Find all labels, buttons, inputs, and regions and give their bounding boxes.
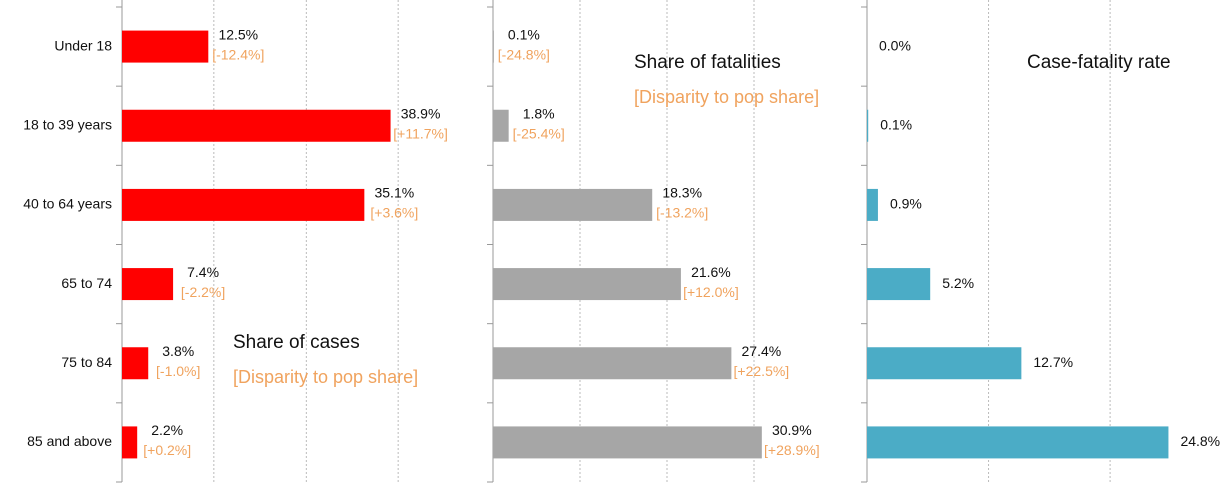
category-label: Under 18: [54, 37, 112, 53]
value-label: 12.7%: [1033, 354, 1073, 370]
disparity-label: [-2.2%]: [181, 284, 225, 300]
bar: [122, 109, 391, 142]
disparity-label: [+11.7%]: [393, 125, 448, 141]
panel-title: Share of cases: [233, 332, 360, 353]
category-label: 75 to 84: [61, 354, 112, 370]
value-label: 1.8%: [523, 105, 555, 121]
disparity-label: [-12.4%]: [212, 46, 264, 62]
disparity-label: [+3.6%]: [370, 205, 418, 221]
bar: [493, 109, 509, 142]
bar: [493, 268, 681, 301]
value-label: 7.4%: [187, 264, 219, 280]
bar: [122, 268, 174, 301]
panel-subtitle: [Disparity to pop share]: [233, 367, 418, 387]
bar: [493, 347, 732, 380]
value-label: 18.3%: [662, 185, 702, 201]
value-label: 38.9%: [401, 105, 441, 121]
value-label: 12.5%: [218, 26, 258, 42]
bar: [122, 30, 209, 63]
value-label: 0.1%: [880, 116, 912, 132]
value-label: 27.4%: [742, 343, 782, 359]
category-label: 18 to 39 years: [23, 116, 112, 132]
category-label: 85 and above: [27, 433, 112, 449]
bar: [493, 188, 653, 221]
value-label: 35.1%: [374, 185, 414, 201]
value-label: 21.6%: [691, 264, 731, 280]
bar: [493, 30, 494, 63]
panel-title: Share of fatalities: [634, 52, 781, 73]
bar: [867, 347, 1022, 380]
bar: [122, 188, 365, 221]
category-label: 40 to 64 years: [23, 196, 112, 212]
disparity-label: [-24.8%]: [498, 46, 550, 62]
disparity-label: [+0.2%]: [143, 442, 191, 458]
value-label: 0.0%: [879, 37, 911, 53]
value-label: 30.9%: [772, 422, 812, 438]
panel-subtitle: [Disparity to pop share]: [634, 87, 819, 107]
bar: [122, 347, 149, 380]
bar: [122, 426, 138, 459]
bar: [493, 426, 762, 459]
category-label: 65 to 74: [61, 275, 112, 291]
value-label: 5.2%: [942, 275, 974, 291]
bar: [867, 426, 1169, 459]
disparity-label: [-25.4%]: [513, 125, 565, 141]
bar: [867, 268, 931, 301]
value-label: 0.1%: [508, 26, 540, 42]
disparity-label: [+12.0%]: [683, 284, 739, 300]
disparity-label: [+22.5%]: [734, 363, 790, 379]
value-label: 0.9%: [890, 196, 922, 212]
disparity-label: [-1.0%]: [156, 363, 200, 379]
bar: [867, 109, 869, 142]
panel-title: Case-fatality rate: [1027, 52, 1171, 73]
disparity-label: [-13.2%]: [656, 205, 708, 221]
bar: [867, 188, 878, 221]
value-label: 2.2%: [151, 422, 183, 438]
disparity-label: [+28.9%]: [764, 442, 820, 458]
value-label: 24.8%: [1180, 433, 1220, 449]
value-label: 3.8%: [162, 343, 194, 359]
